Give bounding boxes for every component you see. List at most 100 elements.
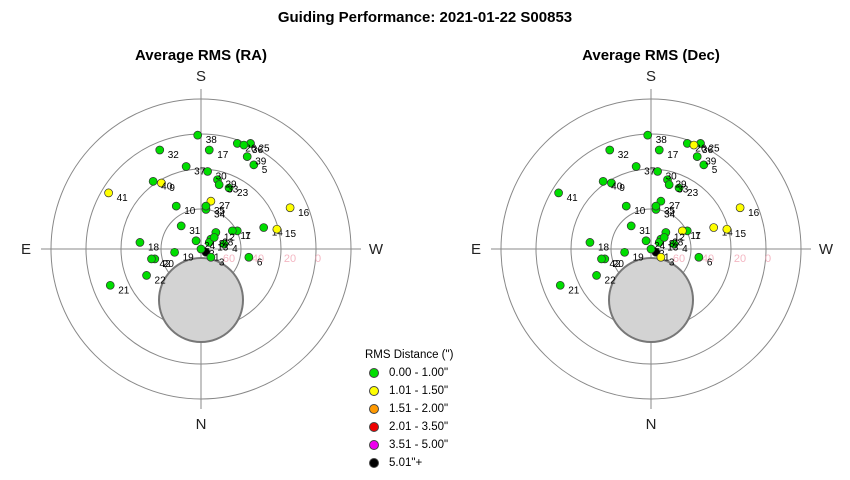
chart-main-title: Guiding Performance: 2021-01-22 S00853 [277, 9, 573, 26]
data-point-5 [249, 160, 259, 170]
direction-bottom: N [646, 416, 657, 433]
legend-swatch-0 [369, 368, 379, 378]
data-point-9 [607, 178, 616, 188]
data-point-31 [176, 221, 186, 231]
point-label-34: 34 [214, 209, 226, 220]
direction-right: W [369, 241, 384, 258]
point-label-25: 25 [709, 143, 721, 154]
data-point-35 [651, 201, 661, 211]
data-point-9 [157, 178, 166, 188]
data-point-2 [646, 244, 656, 254]
data-point-28 [659, 233, 669, 242]
legend-item-5: 5.01"+ [365, 454, 505, 472]
data-point-23 [674, 183, 684, 193]
radial-tick-label-3: 0 [765, 253, 771, 265]
point-label-7: 7 [245, 231, 251, 242]
data-point-17 [654, 145, 664, 155]
direction-right: W [819, 241, 834, 258]
point-label-34: 34 [664, 209, 676, 220]
direction-top: S [196, 68, 206, 85]
point-label-16: 16 [298, 208, 310, 219]
point-label-4: 4 [682, 244, 688, 255]
data-point-36 [689, 140, 699, 150]
data-point-41 [554, 188, 563, 198]
legend-item-2: 1.51 - 2.00" [365, 400, 505, 418]
direction-left: E [21, 241, 31, 258]
data-point-30 [203, 167, 212, 176]
point-label-27: 27 [669, 201, 681, 212]
point-label-19: 19 [633, 252, 645, 263]
point-label-15: 15 [285, 229, 297, 240]
obstruction-zone [608, 257, 694, 343]
legend-label-4: 3.51 - 5.00" [389, 439, 449, 451]
direction-left: E [471, 241, 481, 258]
data-point-23 [224, 183, 234, 193]
data-point-19 [170, 247, 179, 257]
legend-label-0: 0.00 - 1.00" [389, 367, 449, 379]
point-label-23: 23 [687, 188, 699, 199]
data-point-35 [201, 201, 211, 211]
point-label-30: 30 [666, 171, 678, 182]
point-label-8: 8 [669, 239, 675, 250]
point-label-18: 18 [148, 242, 160, 253]
data-point-22 [592, 271, 601, 280]
point-label-13: 13 [667, 242, 679, 253]
point-label-3: 3 [669, 257, 675, 268]
data-point-3 [206, 252, 216, 262]
legend-item-1: 1.01 - 1.50" [365, 382, 505, 400]
data-point-24 [641, 236, 651, 246]
polar-plot-0: Average RMS (RA)SNEW60402001234567891011… [21, 47, 384, 433]
data-point-4 [669, 239, 679, 249]
direction-top: S [646, 68, 656, 85]
point-label-18: 18 [598, 242, 610, 253]
radial-tick-label-0: 60 [673, 253, 685, 265]
point-label-30: 30 [216, 171, 228, 182]
point-label-29: 29 [226, 180, 238, 191]
legend-title: RMS Distance (") [365, 349, 454, 361]
data-point-4 [219, 239, 229, 249]
polar-plot-1: Average RMS (Dec)SNEW6040200123456789101… [471, 47, 834, 433]
point-label-1: 1 [214, 252, 220, 263]
point-label-6: 6 [257, 257, 263, 268]
point-label-28: 28 [672, 237, 684, 248]
data-point-39 [242, 152, 252, 161]
point-label-8: 8 [219, 239, 225, 250]
data-point-42 [597, 254, 606, 264]
data-point-16 [735, 203, 745, 213]
point-label-42: 42 [160, 259, 172, 270]
radial-tick-label-0: 60 [223, 253, 235, 265]
legend-label-5: 5.01"+ [389, 457, 423, 469]
point-label-11: 11 [240, 231, 251, 242]
point-label-36: 36 [252, 145, 264, 156]
point-label-12: 12 [224, 233, 236, 244]
point-label-4: 4 [232, 244, 238, 255]
point-label-41: 41 [117, 193, 129, 204]
point-label-10: 10 [634, 206, 646, 217]
point-label-42: 42 [610, 259, 622, 270]
point-label-22: 22 [155, 275, 167, 286]
point-label-27: 27 [219, 201, 231, 212]
data-point-14 [259, 223, 269, 232]
legend-swatch-2 [369, 404, 379, 414]
point-label-35: 35 [214, 206, 226, 217]
point-label-37: 37 [194, 167, 206, 178]
data-point-3 [656, 252, 666, 262]
point-label-1: 1 [664, 252, 670, 263]
point-label-29: 29 [676, 180, 688, 191]
point-label-21: 21 [568, 285, 580, 296]
data-point-28 [209, 233, 219, 242]
data-point-32 [155, 145, 165, 155]
legend: RMS Distance (") 0.00 - 1.00" 1.01 - 1.5… [365, 349, 505, 472]
data-point-15 [722, 224, 732, 234]
point-label-6: 6 [707, 257, 713, 268]
data-point-37 [181, 162, 191, 171]
data-point-32 [605, 145, 615, 155]
point-label-41: 41 [567, 193, 579, 204]
radial-tick-label-2: 20 [284, 253, 296, 265]
radial-tick-label-1: 40 [702, 253, 714, 265]
data-point-19 [620, 247, 629, 257]
point-label-5: 5 [262, 165, 268, 176]
plot-title-0: Average RMS (RA) [135, 47, 267, 64]
legend-label-1: 1.01 - 1.50" [389, 385, 449, 397]
direction-bottom: N [196, 416, 207, 433]
